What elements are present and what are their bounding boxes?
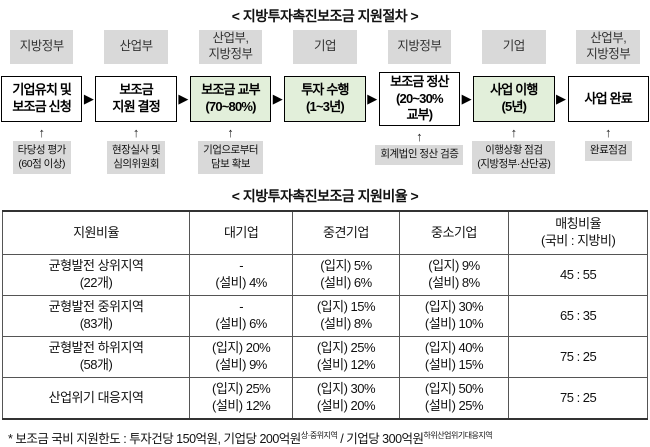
arrow-up-icon: ↑ bbox=[604, 125, 612, 140]
arrow-right-icon: ▶ bbox=[556, 91, 567, 106]
stage-agency-label: 산업부, 지방정부 bbox=[198, 30, 263, 64]
footnote-sup-regions-lower-crisis: 하위산업위기대응지역 bbox=[423, 431, 493, 441]
stage-agency-label: 지방정부 bbox=[387, 30, 452, 64]
cell-match: 75 : 25 bbox=[508, 336, 648, 379]
arrow-right-icon: ▶ bbox=[461, 91, 472, 106]
cell-small: (입지) 30% (설비) 10% bbox=[398, 295, 510, 338]
procedure-title: < 지방투자촉진보조금 지원절차 > bbox=[231, 8, 419, 24]
flow-stage-grant: 산업부, 지방정부 보조금 교부 (70~80%) ↑ 기업으로부터 담보 확보 bbox=[189, 30, 272, 175]
stage-note: 회계법인 정산 검증 bbox=[375, 145, 464, 165]
stage-agency-label: 기업 bbox=[482, 30, 546, 64]
arrow-up-icon: ↑ bbox=[416, 129, 423, 144]
stage-agency-label: 산업부 bbox=[104, 30, 168, 64]
stage-box-grant: 보조금 교부 (70~80%) bbox=[189, 76, 272, 122]
header-large-company: 대기업 bbox=[189, 210, 294, 256]
table-row: 균형발전 상위지역 (22개) - (설비) 4% (입지) 5% (설비) 6… bbox=[1, 254, 648, 297]
cell-large: - (설비) 6% bbox=[189, 295, 294, 338]
stage-box-settlement: 보조금 정산 (20~30% 교부) bbox=[378, 72, 461, 126]
cell-match: 65 : 35 bbox=[508, 295, 648, 338]
stage-agency-label: 지방정부 bbox=[9, 30, 74, 64]
cell-medium: (입지) 25% (설비) 12% bbox=[292, 336, 400, 379]
arrow-right-icon: ▶ bbox=[178, 91, 189, 106]
table-header-row: 지원비율 대기업 중견기업 중소기업 매칭비율 (국비 : 지방비) bbox=[1, 210, 648, 256]
stage-note: 현장실사 및 심의위원회 bbox=[107, 141, 166, 175]
stage-box-decision: 보조금 지원 결정 bbox=[95, 76, 177, 122]
flow-stage-decision: 산업부 보조금 지원 결정 ↑ 현장실사 및 심의위원회 bbox=[95, 30, 177, 175]
stage-box-application: 기업유치 및 보조금 신청 bbox=[1, 76, 83, 122]
footnote: * 보조금 국비 지원한도 : 투자건당 150억원, 기업당 200억원상·중… bbox=[8, 428, 650, 447]
arrow-right-icon: ▶ bbox=[83, 91, 94, 106]
cell-region: 산업위기 대응지역 bbox=[1, 377, 191, 420]
arrow-right-icon: ▶ bbox=[272, 91, 283, 106]
cell-match: 75 : 25 bbox=[508, 377, 648, 420]
cell-medium: (입지) 15% (설비) 8% bbox=[292, 295, 400, 338]
table-row: 산업위기 대응지역 (입지) 25% (설비) 12% (입지) 30% (설비… bbox=[1, 377, 648, 420]
arrow-up-icon: ↑ bbox=[132, 125, 140, 140]
cell-medium: (입지) 30% (설비) 20% bbox=[292, 377, 400, 420]
stage-agency-label: 기업 bbox=[293, 30, 357, 64]
footnote-text: * 보조금 국비 지원한도 : 투자건당 150억원, 기업당 200억원 bbox=[8, 432, 301, 447]
stage-note: 이행상황 점검 (지방정부·산단공) bbox=[472, 141, 556, 175]
flow-stage-application: 지방정부 기업유치 및 보조금 신청 ↑ 타당성 평가 (60점 이상) bbox=[1, 30, 83, 175]
arrow-up-icon: ↑ bbox=[510, 125, 518, 140]
header-support-ratio: 지원비율 bbox=[1, 210, 191, 256]
header-matching-ratio: 매칭비율 (국비 : 지방비) bbox=[508, 210, 648, 256]
arrow-up-icon: ↑ bbox=[38, 125, 45, 140]
stage-note: 타당성 평가 (60점 이상) bbox=[12, 141, 71, 175]
cell-medium: (입지) 5% (설비) 6% bbox=[292, 254, 400, 297]
stage-box-investment: 투자 수행 (1~3년) bbox=[284, 76, 366, 122]
table-row: 균형발전 하위지역 (58개) (입지) 20% (설비) 9% (입지) 25… bbox=[1, 336, 648, 379]
flow-stage-completion: 산업부, 지방정부 사업 완료 ↑ 완료점검 bbox=[567, 30, 649, 161]
cell-small: (입지) 50% (설비) 25% bbox=[398, 377, 510, 420]
procedure-flowchart: 지방정부 기업유치 및 보조금 신청 ↑ 타당성 평가 (60점 이상) ▶ 산… bbox=[0, 30, 650, 175]
header-mid-company: 중견기업 bbox=[292, 210, 400, 256]
stage-note: 완료점검 bbox=[584, 141, 632, 161]
cell-small: (입지) 40% (설비) 15% bbox=[398, 336, 510, 379]
cell-large: - (설비) 4% bbox=[189, 254, 294, 297]
cell-region: 균형발전 중위지역 (83개) bbox=[1, 295, 191, 338]
stage-box-implementation: 사업 이행 (5년) bbox=[473, 76, 555, 122]
cell-small: (입지) 9% (설비) 8% bbox=[398, 254, 510, 297]
stage-agency-label: 산업부, 지방정부 bbox=[576, 30, 640, 64]
cell-large: (입지) 20% (설비) 9% bbox=[189, 336, 294, 379]
arrow-up-icon: ↑ bbox=[227, 125, 234, 140]
stage-box-completion: 사업 완료 bbox=[567, 76, 649, 122]
footnote-sup-regions-upper-mid: 상·중위지역 bbox=[300, 431, 338, 441]
cell-large: (입지) 25% (설비) 12% bbox=[189, 377, 294, 420]
ratio-table-title: < 지방투자촉진보조금 지원비율 > bbox=[231, 188, 419, 205]
cell-region: 균형발전 하위지역 (58개) bbox=[1, 336, 191, 379]
arrow-right-icon: ▶ bbox=[367, 91, 378, 106]
table-row: 균형발전 중위지역 (83개) - (설비) 6% (입지) 15% (설비) … bbox=[1, 295, 648, 338]
stage-note: 기업으로부터 담보 확보 bbox=[198, 141, 264, 175]
flow-stage-investment: 기업 투자 수행 (1~3년) bbox=[284, 30, 366, 122]
cell-region: 균형발전 상위지역 (22개) bbox=[1, 254, 191, 297]
flow-stage-implementation: 기업 사업 이행 (5년) ↑ 이행상황 점검 (지방정부·산단공) bbox=[472, 30, 556, 175]
support-ratio-table: 지원비율 대기업 중견기업 중소기업 매칭비율 (국비 : 지방비) 균형발전 … bbox=[1, 210, 648, 421]
footnote-text-2: / 기업당 300억원 bbox=[337, 432, 424, 447]
flow-stage-settlement: 지방정부 보조금 정산 (20~30% 교부) ↑ 회계법인 정산 검증 bbox=[375, 30, 464, 165]
header-small-company: 중소기업 bbox=[398, 210, 510, 256]
cell-match: 45 : 55 bbox=[508, 254, 648, 297]
